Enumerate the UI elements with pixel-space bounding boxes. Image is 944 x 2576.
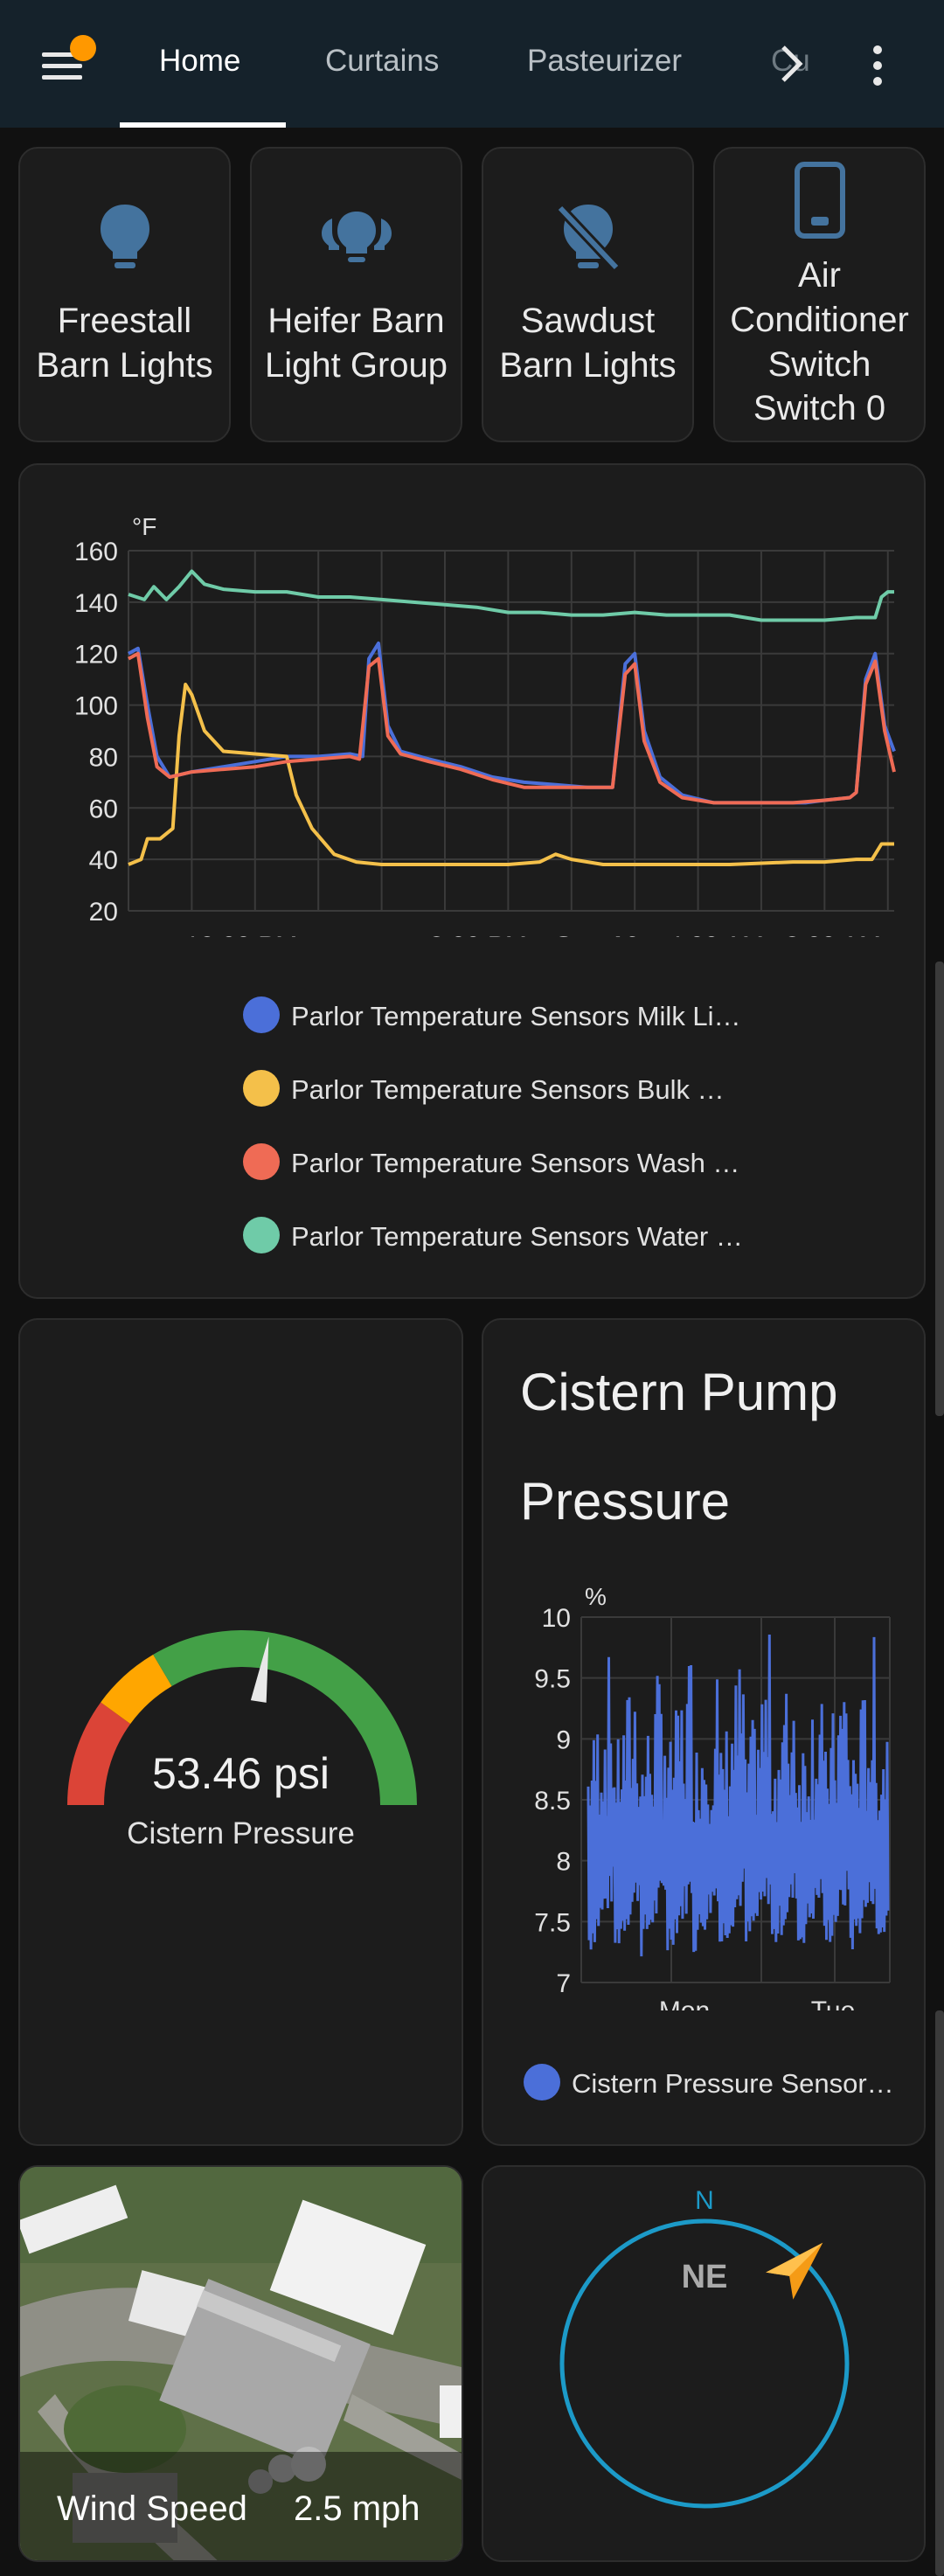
button-label-line: Conditioner — [730, 301, 909, 339]
button-label-line: Sawdust — [520, 302, 656, 340]
tab-pasteurizer[interactable]: Pasteurizer — [527, 44, 683, 78]
legend-label: Parlor Temperature Sensors Wash … — [291, 1148, 740, 1178]
dots-vertical-icon — [873, 45, 882, 54]
y-tick-label: 100 — [74, 692, 118, 721]
wind-speed-value: 2.5 mph — [294, 2489, 420, 2528]
scroll-thumb[interactable] — [935, 962, 944, 1416]
legend-swatch — [243, 1217, 280, 1253]
dots-vertical-icon — [873, 77, 882, 86]
legend-swatch — [243, 1070, 280, 1107]
dots-vertical-icon — [873, 61, 882, 70]
y-tick-label: 9.5 — [534, 1665, 571, 1694]
series-line — [587, 1634, 890, 1957]
y-tick-label: 8.5 — [534, 1787, 571, 1816]
button-label-line: Heifer Barn — [267, 302, 445, 340]
button-label-line: Light Group — [264, 346, 448, 385]
series-line — [128, 569, 894, 622]
pump-pressure-chart: 10 9.5 9 8.5 8 7.5 7% Mon Tue — [534, 1583, 891, 2010]
aerial-farm-image — [20, 2167, 462, 2560]
compass-direction-label: NE — [682, 2259, 728, 2295]
active-tab-indicator — [120, 122, 286, 128]
menu-icon-bar — [42, 52, 82, 57]
sidebar-menu-button[interactable] — [35, 35, 96, 96]
card-title: Cistern Pump Pressure — [520, 1363, 838, 1531]
lightbulb-group-icon — [321, 212, 392, 262]
parlor-temperature-history-card: 20 40 60 80 100 120 140 160 °F 12:00 PM 8:00 PM Sep… — [18, 463, 926, 1299]
gauge-value: 53.46 psi — [152, 1749, 330, 1798]
overflow-menu-button[interactable] — [861, 35, 896, 96]
y-tick-label: 10 — [542, 1604, 571, 1633]
compass-arrow-icon — [766, 2242, 823, 2300]
y-tick-label: 40 — [89, 846, 118, 875]
heifer-barn-light-group-button[interactable]: Heifer Barn Light Group — [250, 147, 462, 442]
y-tick-label: 140 — [74, 589, 118, 618]
menu-icon-bar — [42, 64, 82, 68]
cistern-pump-pressure-card: Cistern Pump Pressure 10 9.5 9 8.5 8 7.5 7% Mon… — [482, 1318, 926, 2146]
gauge-segment-orange — [101, 1654, 172, 1725]
tab-home[interactable]: Home — [159, 44, 241, 78]
pressure-gauge — [67, 1630, 417, 1805]
tab-curtains[interactable]: Curtains — [325, 44, 440, 78]
freestall-barn-lights-button[interactable]: Freestall Barn Lights — [18, 147, 231, 442]
phone-switch-icon — [794, 162, 845, 239]
lightbulb-icon — [100, 205, 149, 268]
gauge-needle — [250, 1636, 269, 1703]
menu-icon-bar — [42, 75, 82, 80]
y-axis-unit: °F — [132, 513, 156, 540]
temperature-chart: 20 40 60 80 100 120 140 160 °F 12:00 PM 8:00 PM Sep… — [74, 513, 896, 937]
wind-speed-label: Wind Speed — [57, 2489, 247, 2528]
gauge-segment-red — [67, 1702, 131, 1805]
series-line — [128, 651, 896, 805]
gauge-segment-green — [153, 1630, 417, 1805]
scroll-thumb[interactable] — [935, 2010, 944, 2576]
y-tick-label: 80 — [89, 743, 118, 772]
x-tick-label: Mon — [659, 1996, 710, 2010]
sawdust-barn-lights-button[interactable]: Sawdust Barn Lights — [482, 147, 694, 442]
compass-north-label: N — [695, 2186, 714, 2215]
lightbulb-off-icon — [556, 204, 620, 272]
series-line — [128, 641, 896, 805]
legend-label: Cistern Pressure Sensor… — [572, 2068, 894, 2099]
scroll-tabs-right-button[interactable] — [771, 42, 815, 86]
legend-label: Parlor Temperature Sensors Water … — [291, 1221, 743, 1252]
wind-speed-map-card[interactable]: Wind Speed 2.5 mph — [18, 2165, 463, 2562]
button-label-line: Air — [798, 256, 841, 295]
button-label-line: Switch 0 — [753, 389, 886, 427]
y-tick-label: 160 — [74, 538, 118, 566]
series-line — [128, 683, 894, 866]
compass: N NE — [559, 2186, 850, 2509]
y-axis-unit: % — [585, 1583, 607, 1610]
button-label-line: Barn Lights — [36, 346, 213, 385]
wind-direction-compass-card[interactable]: N NE — [482, 2165, 926, 2562]
legend-label: Parlor Temperature Sensors Milk Li… — [291, 1001, 741, 1031]
x-tick-label: 8:00 AM — [785, 932, 881, 937]
legend-swatch — [524, 2064, 560, 2100]
gauge-name: Cistern Pressure — [127, 1816, 355, 1850]
button-label-line: Freestall — [57, 302, 192, 340]
cistern-pressure-gauge-card[interactable]: 53.46 psi Cistern Pressure — [18, 1318, 463, 2146]
compass-ring — [559, 2218, 850, 2509]
y-tick-label: 120 — [74, 641, 118, 670]
app-header: Home Curtains Pasteurizer Cu — [0, 0, 944, 128]
air-conditioner-switch-button[interactable]: Air Conditioner Switch Switch 0 — [713, 147, 926, 442]
x-tick-label: Sep 16 — [555, 932, 640, 937]
chevron-right-icon — [781, 45, 803, 82]
legend-swatch — [243, 996, 280, 1033]
y-tick-label: 7.5 — [534, 1908, 571, 1937]
y-tick-label: 60 — [89, 795, 118, 823]
map-caption-bar — [20, 2452, 462, 2560]
notification-badge — [70, 35, 96, 61]
legend-label: Parlor Temperature Sensors Bulk … — [291, 1074, 725, 1105]
legend-swatch — [243, 1143, 280, 1180]
y-tick-label: 9 — [556, 1725, 571, 1754]
x-tick-label: 12:00 PM — [185, 932, 297, 937]
button-label-line: Switch — [767, 345, 871, 384]
x-tick-label: 4:00 AM — [668, 932, 764, 937]
x-tick-label: 8:00 PM — [429, 932, 527, 937]
x-tick-label: Tue — [811, 1996, 856, 2010]
y-tick-label: 8 — [556, 1848, 571, 1877]
button-label-line: Barn Lights — [499, 346, 677, 385]
y-tick-label: 7 — [556, 1969, 571, 1998]
y-tick-label: 20 — [89, 898, 118, 927]
